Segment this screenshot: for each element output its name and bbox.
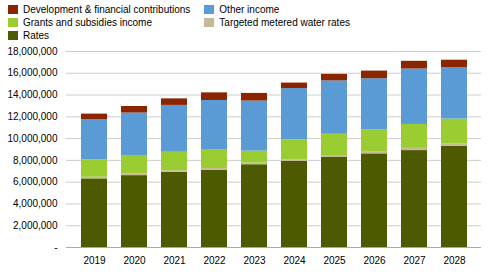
svg-text:16,000,000: 16,000,000 <box>7 67 57 78</box>
svg-text:8,000,000: 8,000,000 <box>13 155 58 166</box>
svg-text:2022: 2022 <box>203 255 226 266</box>
svg-text:2024: 2024 <box>283 255 306 266</box>
svg-text:2020: 2020 <box>123 255 146 266</box>
svg-text:12,000,000: 12,000,000 <box>7 111 57 122</box>
html-text:Rates: Rates <box>23 30 50 41</box>
svg-text:6,000,000: 6,000,000 <box>13 176 58 187</box>
svg-text:2021: 2021 <box>163 255 186 266</box>
svg-text:2,000,000: 2,000,000 <box>13 220 58 231</box>
svg-text:2025: 2025 <box>323 255 346 266</box>
svg-text:2028: 2028 <box>443 255 466 266</box>
html-text:Development & financial contri: Development & financial contributions <box>23 4 191 15</box>
svg-text:4,000,000: 4,000,000 <box>13 198 58 209</box>
svg-text:2019: 2019 <box>83 255 106 266</box>
html-text:Other income: Other income <box>219 4 280 15</box>
html-text:Targeted metered water rates: Targeted metered water rates <box>219 17 350 28</box>
svg-text:18,000,000: 18,000,000 <box>7 46 57 57</box>
svg-text:2023: 2023 <box>243 255 266 266</box>
svg-text:2026: 2026 <box>363 255 386 266</box>
svg-text:10,000,000: 10,000,000 <box>7 133 57 144</box>
html-text:Grants and subsidies income: Grants and subsidies income <box>23 17 152 28</box>
svg-text:2027: 2027 <box>403 255 426 266</box>
svg-text:-: - <box>54 242 57 253</box>
svg-text:14,000,000: 14,000,000 <box>7 89 57 100</box>
